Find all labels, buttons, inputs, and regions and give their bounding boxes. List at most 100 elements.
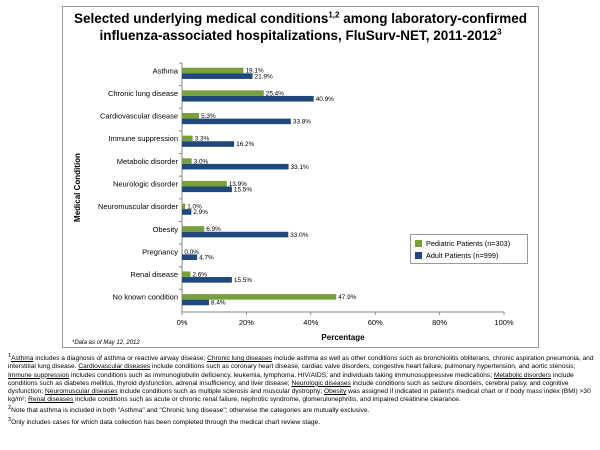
bar-pediatric bbox=[182, 67, 244, 74]
data-label: 5.3% bbox=[201, 113, 216, 120]
category-label: Neurologic disorder bbox=[113, 180, 179, 189]
data-label: 16.2% bbox=[236, 141, 254, 148]
data-label: 33.0% bbox=[290, 232, 308, 239]
footnote-3: 3Only includes cases for which data coll… bbox=[8, 416, 596, 427]
footnote-term: Neurologic diseases bbox=[291, 379, 351, 387]
x-tick-label: 20% bbox=[239, 318, 254, 327]
data-as-of-note: *Data as of May 12, 2012 bbox=[72, 340, 140, 346]
legend-swatch-adult bbox=[415, 252, 422, 259]
bar-adult bbox=[182, 254, 198, 261]
chart-frame bbox=[62, 6, 539, 348]
legend-label-adult: Adult Patients (n=999) bbox=[426, 251, 499, 260]
x-tick-label: 80% bbox=[432, 318, 447, 327]
x-tick-label: 60% bbox=[368, 318, 383, 327]
x-axis-title: Percentage bbox=[321, 333, 365, 342]
bar-adult bbox=[182, 95, 314, 102]
footnote-term: Cardiovascular diseases bbox=[78, 363, 151, 371]
category-label: Metabolic disorder bbox=[117, 157, 179, 166]
x-tick-label: 40% bbox=[303, 318, 318, 327]
footnote-text-part: include conditions such as diabetes mell… bbox=[8, 371, 574, 387]
data-label: 15.5% bbox=[234, 187, 252, 194]
category-label: Asthma bbox=[153, 66, 179, 75]
data-label: 4.7% bbox=[199, 254, 214, 261]
data-label: 6.9% bbox=[206, 226, 221, 233]
footnote-term: Asthma bbox=[11, 355, 34, 363]
data-label: 21.9% bbox=[255, 73, 273, 80]
x-tick-label: 0% bbox=[177, 318, 188, 327]
footnote-1-text: Asthma includes a diagnosis of asthma or… bbox=[8, 355, 594, 403]
footnote-text-part: includes a diagnosis of asthma or reacti… bbox=[33, 355, 208, 363]
footnote-text-part: include conditions such as multiple scle… bbox=[117, 388, 324, 395]
legend-item-adult: Adult Patients (n=999) bbox=[415, 251, 498, 260]
bar-adult bbox=[182, 141, 235, 147]
bar-pediatric bbox=[182, 203, 186, 210]
footnote-3-marker: 3 bbox=[8, 416, 12, 423]
footnote-text-part: includes conditions such as immunoglobul… bbox=[69, 371, 494, 379]
bar-adult bbox=[182, 209, 192, 215]
category-label: Pregnancy bbox=[142, 247, 178, 256]
bar-adult bbox=[182, 299, 210, 306]
data-label: 0.0% bbox=[184, 249, 199, 256]
legend-label-pediatric: Pediatric Patients (n=303) bbox=[426, 239, 511, 248]
footnote-text-part: include asthma as well as other conditio… bbox=[8, 355, 594, 371]
chart-legend: Pediatric Patients (n=303) Adult Patient… bbox=[410, 234, 528, 264]
data-label: 13.9% bbox=[229, 181, 247, 188]
bar-chart: 0% 20% 40% 60% 80% 100% Asthma 19.1%21.9% Chroni… bbox=[73, 62, 514, 342]
bar-pediatric bbox=[182, 90, 264, 96]
category-label: Renal disease bbox=[130, 270, 178, 279]
title-rest: among laboratory-confirmed bbox=[339, 11, 527, 26]
category-label: No known condition bbox=[113, 293, 178, 302]
bar-pediatric bbox=[182, 112, 200, 119]
footnotes: 1Asthma includes a diagnosis of asthma o… bbox=[8, 352, 596, 427]
footnote-2-text: Note that asthma is included in both "As… bbox=[11, 407, 370, 415]
data-label: 2.9% bbox=[193, 209, 208, 216]
legend-item-pediatric: Pediatric Patients (n=303) bbox=[415, 239, 510, 248]
bar-pediatric bbox=[182, 180, 227, 187]
footnote-2: 2Note that asthma is included in both "A… bbox=[8, 404, 596, 415]
bar-pediatric bbox=[182, 271, 191, 278]
category-label: Cardiovascular disease bbox=[100, 112, 178, 121]
x-tick-label: 100% bbox=[494, 318, 514, 327]
data-label: 15.5% bbox=[234, 277, 252, 284]
data-label: 25.4% bbox=[266, 90, 284, 97]
footnote-term: Neuromuscular diseases bbox=[45, 388, 118, 395]
category-label: Chronic lung disease bbox=[108, 89, 178, 98]
footnote-term: Metabolic disorders bbox=[493, 371, 552, 379]
bar-pediatric bbox=[182, 158, 192, 164]
bar-pediatric bbox=[182, 135, 193, 142]
footnote-term: Obesity bbox=[323, 388, 347, 395]
data-label: 40.9% bbox=[316, 96, 334, 103]
chart-title: Selected underlying medical conditions1,… bbox=[62, 10, 539, 44]
title-line2: influenza-associated hospitalizations, F… bbox=[99, 28, 498, 43]
data-label: 33.8% bbox=[293, 119, 311, 126]
footnote-1-marker: 1 bbox=[8, 353, 12, 359]
footnote-text-part: include conditions such as coronary hear… bbox=[150, 363, 576, 371]
bar-adult bbox=[182, 118, 291, 125]
bar-adult bbox=[182, 231, 289, 238]
data-label: 19.1% bbox=[246, 68, 264, 75]
bar-adult bbox=[182, 163, 289, 170]
data-label: 2.6% bbox=[192, 271, 207, 278]
data-label: 3.3% bbox=[195, 136, 210, 143]
footnote-2-marker: 2 bbox=[8, 405, 12, 412]
y-axis-title: Medical Condition bbox=[73, 153, 82, 222]
data-label: 3.0% bbox=[194, 158, 209, 165]
legend-swatch-pediatric bbox=[415, 240, 422, 247]
title-main: Selected underlying medical conditions bbox=[74, 11, 329, 26]
data-label: 47.9% bbox=[338, 294, 356, 301]
bar-adult bbox=[182, 73, 253, 79]
bar-pediatric bbox=[182, 226, 205, 232]
bar-pediatric bbox=[182, 294, 337, 300]
footnote-text-part: was assigned if indicated in patient's m… bbox=[8, 388, 591, 404]
data-label: 33.1% bbox=[291, 164, 309, 171]
footnote-1: 1Asthma includes a diagnosis of asthma o… bbox=[8, 352, 596, 404]
bar-adult bbox=[182, 277, 232, 283]
bar-adult bbox=[182, 186, 232, 193]
footnote-term: Renal diseases bbox=[28, 396, 74, 404]
category-label: Neuromuscular disorder bbox=[98, 202, 179, 211]
data-label: 8.4% bbox=[211, 300, 226, 307]
category-label: Immune suppression bbox=[108, 134, 178, 143]
footnote-term: Chronic lung diseases bbox=[207, 355, 273, 363]
footnote-text-part: include conditions such as acute or chro… bbox=[73, 396, 461, 404]
footnote-term: Immune suppression bbox=[8, 371, 70, 379]
